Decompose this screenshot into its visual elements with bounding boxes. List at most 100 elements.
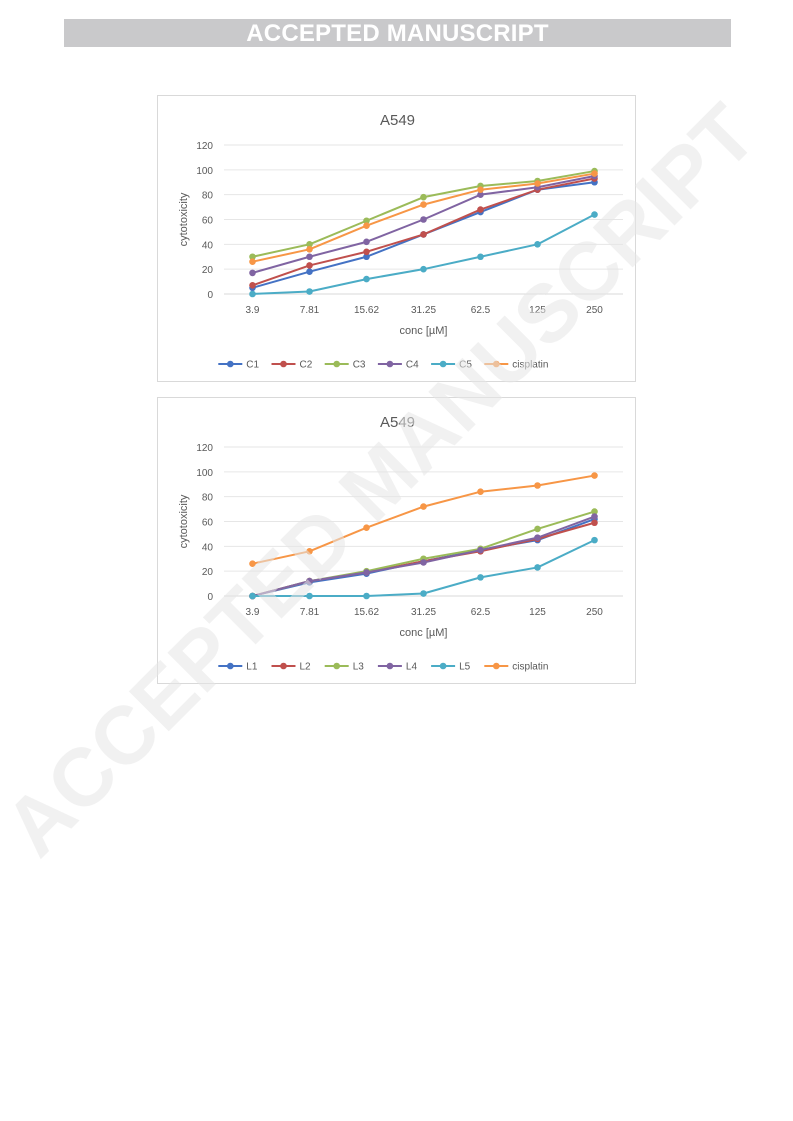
data-point-cisplatin: [534, 482, 541, 489]
data-point-l4: [591, 513, 598, 520]
legend-swatch-marker: [333, 662, 340, 670]
x-tick-label: 15.62: [354, 607, 379, 618]
y-tick-label: 0: [207, 290, 213, 301]
y-tick-label: 120: [196, 443, 213, 454]
data-point-c5: [591, 211, 598, 218]
y-axis-label: cytotoxicity: [178, 192, 190, 246]
data-point-c4: [477, 191, 484, 198]
chart-c-series-svg: A549 0 20 40 60 80 100 120 3.9 7.81 15.62 31.25 62.5…: [178, 112, 623, 371]
legend-swatch-marker: [333, 360, 340, 368]
data-point-c2: [363, 248, 370, 256]
x-tick-label: 250: [586, 607, 603, 618]
legend-label: cisplatin: [512, 360, 548, 371]
data-point-c4: [249, 269, 256, 277]
y-tick-label: 40: [202, 542, 214, 553]
data-point-cisplatin: [249, 560, 256, 568]
data-point-l3: [534, 525, 541, 533]
y-tick-label: 100: [196, 166, 213, 177]
legend-swatch-marker: [439, 360, 447, 368]
data-point-c5: [306, 288, 313, 295]
legend-label: L4: [406, 662, 418, 673]
data-point-cisplatin: [420, 503, 427, 510]
data-point-c5: [477, 253, 484, 261]
data-point-cisplatin: [477, 488, 484, 495]
data-point-cisplatin: [591, 170, 598, 177]
chart-l-series-svg: A549 0 20 40 60 80 100 120 3.9 7.81 15.62 31.25 62.5…: [178, 414, 623, 673]
data-point-c2: [420, 231, 427, 238]
data-point-cisplatin: [363, 222, 370, 230]
data-point-c5: [534, 241, 541, 248]
y-tick-label: 100: [196, 468, 213, 479]
data-point-l4: [363, 569, 370, 576]
legend-label: C2: [300, 360, 313, 371]
data-point-c1: [306, 268, 313, 275]
data-point-l4: [477, 546, 484, 554]
y-tick-label: 40: [202, 240, 214, 251]
data-point-l5: [591, 536, 598, 544]
y-tick-label: 20: [202, 265, 214, 276]
x-tick-label: 31.25: [411, 607, 436, 618]
data-point-cisplatin: [363, 524, 370, 532]
data-point-c3: [363, 217, 370, 225]
chart-panel-l-series: A549 0 20 40 60 80 100 120 3.9 7.81 15.62 31.25 62.5…: [157, 397, 636, 684]
data-point-c3: [420, 193, 427, 201]
chart-panel-c-series: A549 0 20 40 60 80 100 120 3.9 7.81 15.62 31.25 62.5…: [157, 95, 636, 382]
data-point-c2: [306, 262, 313, 269]
legend-label: cisplatin: [512, 662, 548, 673]
data-point-l3: [591, 508, 598, 515]
x-tick-label: 3.9: [246, 607, 260, 618]
legend-swatch-marker: [280, 662, 287, 670]
series-line-cisplatin: [252, 474, 595, 565]
legend-swatch-marker: [227, 360, 234, 368]
data-point-l4: [420, 559, 427, 566]
data-point-c4: [363, 238, 370, 246]
data-point-l5: [534, 564, 541, 571]
y-tick-label: 120: [196, 141, 213, 152]
data-point-c2: [249, 282, 256, 289]
legend-swatch-marker: [280, 360, 287, 368]
legend-label: C1: [246, 360, 259, 371]
data-point-c3: [249, 253, 256, 261]
legend-label: C4: [406, 360, 419, 371]
y-tick-label: 80: [202, 493, 214, 504]
x-axis-label: conc [µM]: [400, 627, 448, 639]
chart-title: A549: [380, 112, 415, 129]
data-point-l5: [249, 592, 256, 600]
data-point-l5: [420, 590, 427, 597]
legend-label: L5: [459, 662, 471, 673]
series-line-l5: [252, 539, 595, 597]
legend-label: L3: [353, 662, 365, 673]
data-point-c4: [306, 253, 313, 261]
data-point-c2: [477, 206, 484, 213]
x-tick-label: 62.5: [471, 305, 491, 316]
x-tick-label: 62.5: [471, 607, 491, 618]
data-point-cisplatin: [534, 180, 541, 187]
data-point-c3: [306, 241, 313, 248]
legend-swatch-marker: [493, 662, 500, 670]
chart-title: A549: [380, 414, 415, 431]
data-point-cisplatin: [249, 258, 256, 266]
series-line-c5: [252, 213, 595, 295]
data-point-l5: [306, 592, 313, 600]
manuscript-banner: ACCEPTED MANUSCRIPT: [64, 19, 731, 47]
data-point-cisplatin: [420, 201, 427, 208]
data-point-l4: [534, 534, 541, 541]
legend-label: L1: [246, 662, 258, 673]
y-tick-label: 60: [202, 518, 214, 529]
x-tick-label: 15.62: [354, 305, 379, 316]
data-point-cisplatin: [591, 472, 598, 479]
x-tick-label: 125: [529, 607, 546, 618]
legend-swatch-marker: [493, 360, 500, 368]
data-point-c1: [363, 253, 370, 261]
legend-label: C3: [353, 360, 366, 371]
y-tick-label: 60: [202, 216, 214, 227]
data-point-l4: [306, 577, 313, 585]
data-point-cisplatin: [306, 548, 313, 555]
y-tick-label: 0: [207, 592, 213, 603]
x-tick-label: 250: [586, 305, 603, 316]
legend-swatch-marker: [386, 662, 394, 670]
data-point-c4: [420, 216, 427, 223]
y-tick-label: 20: [202, 567, 214, 578]
data-point-c5: [363, 275, 370, 283]
legend-label: L2: [300, 662, 312, 673]
